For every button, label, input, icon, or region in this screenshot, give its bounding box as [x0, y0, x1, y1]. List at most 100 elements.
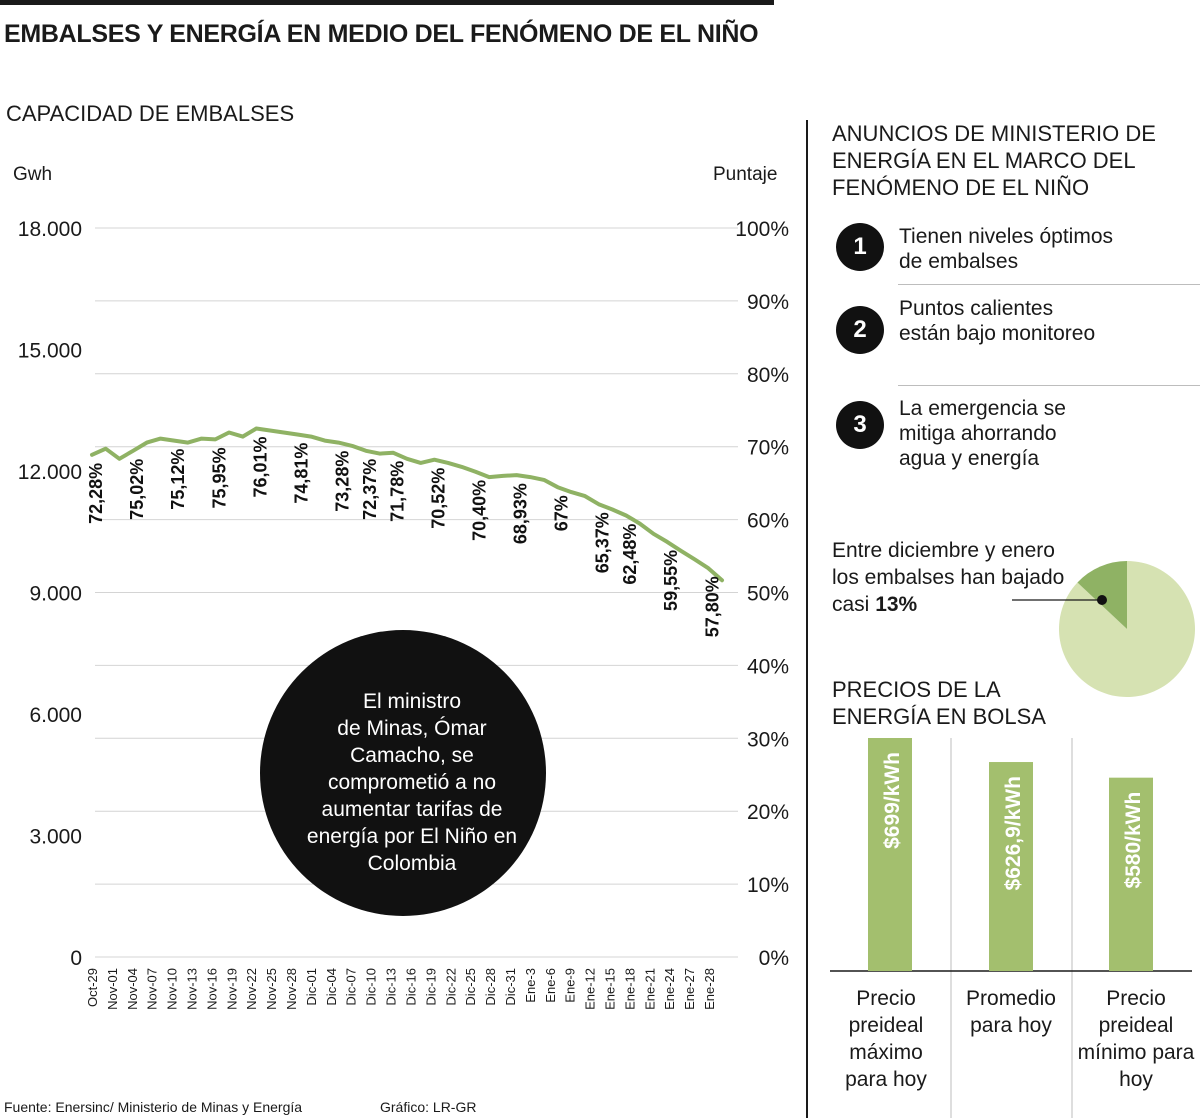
x-tick-label: Nov-16: [204, 968, 219, 1010]
x-tick-label: Nov-19: [224, 968, 239, 1010]
pie-chart: [1012, 561, 1195, 698]
price-bar-label: $626,9/kWh: [1002, 776, 1025, 890]
y-tick-right: 40%: [747, 655, 789, 678]
percent-label: 70,52%: [428, 468, 448, 529]
page-title: EMBALSES Y ENERGÍA EN MEDIO DEL FENÓMENO…: [4, 20, 759, 48]
pie-slice-rest: [1058, 561, 1195, 698]
callout-circle: El ministro de Minas, Ómar Camacho, se comp…: [260, 630, 546, 916]
percent-label: 70,40%: [469, 480, 489, 541]
price-bar: [868, 738, 912, 971]
price-category-2: Promedio para hoy: [966, 987, 1056, 1037]
percent-label: 76,01%: [250, 436, 270, 497]
line-series: [90, 426, 724, 583]
callout-text: de Minas, Ómar: [337, 717, 486, 740]
source-note: Fuente: Enersinc/ Ministerio de Minas y …: [4, 1099, 302, 1115]
y-tick-right: 20%: [747, 801, 789, 824]
y-tick-right: 70%: [747, 437, 789, 460]
callout-circle-shape: [260, 630, 546, 916]
x-tick-label: Ene-28: [702, 968, 717, 1010]
percent-label: 75,12%: [168, 449, 188, 510]
pie-note-text: Entre diciembre y enero los embalses han…: [832, 539, 1065, 616]
x-tick-label: Ene-6: [543, 968, 558, 1003]
x-tick-label: Dic-13: [384, 968, 399, 1006]
percent-label: 71,78%: [387, 461, 407, 522]
y-tick-left: 6.000: [29, 704, 82, 727]
y-tick-left: 3.000: [29, 826, 82, 849]
y-tick-right: 100%: [735, 218, 789, 241]
percent-label: 59,55%: [661, 550, 681, 611]
price-bar: [989, 762, 1033, 971]
announcements-title: ANUNCIOS DE MINISTERIO DE ENERGÍA EN EL …: [832, 121, 1156, 200]
prices-title: PRECIOS DE LA ENERGÍA EN BOLSA: [832, 677, 1046, 729]
x-tick-label: Nov-25: [264, 968, 279, 1010]
percent-label: 67%: [552, 495, 572, 531]
percent-label: 74,81%: [291, 443, 311, 504]
x-tick-label: Dic-28: [483, 968, 498, 1006]
x-tick-label: Ene-27: [682, 968, 697, 1010]
price-category-3: Precio preideal mínimo para hoy: [1077, 987, 1195, 1091]
percent-label: 72,37%: [360, 459, 380, 520]
announcement-text: Puntos calientes están bajo monitoreo: [899, 297, 1096, 345]
callout-text: aumentar tarifas de: [322, 798, 503, 821]
y-tick-right: 90%: [747, 291, 789, 314]
price-bars: $699/kWh $626,9/kWh $580/kWh: [830, 738, 1192, 1118]
y-tick-right: 30%: [747, 728, 789, 751]
y-tick-right: 60%: [747, 510, 789, 533]
x-tick-label: Nov-01: [105, 968, 120, 1010]
price-bar: [1109, 777, 1153, 971]
pie-note: Entre diciembre y enero los embalses han…: [832, 537, 1072, 618]
footer: Fuente: Enersinc/ Ministerio de Minas y …: [4, 1099, 476, 1115]
x-tick-label: Ene-3: [523, 968, 538, 1003]
chart-title: CAPACIDAD DE EMBALSES: [6, 101, 295, 126]
pie-slice-drop: [1077, 561, 1127, 629]
separator: [898, 284, 1200, 285]
x-tick-label: Nov-07: [145, 968, 160, 1010]
x-tick-label: Nov-04: [125, 968, 140, 1010]
announcement-item: 1 Tienen niveles óptimos de embalses: [836, 218, 1196, 278]
section-divider: [806, 120, 808, 1118]
announcement-item: 2 Puntos calientes están bajo monitoreo: [836, 296, 1196, 356]
x-tick-label: Dic-16: [403, 968, 418, 1006]
price-bar-label: $580/kWh: [1122, 792, 1145, 889]
price-bar-label: $699/kWh: [881, 752, 904, 849]
announcement-text: La emergencia se mitiga ahorrando agua y…: [899, 397, 1066, 470]
percent-label: 72,28%: [86, 463, 106, 524]
percent-annotations: 72,28% 75,02% 75,12% 75,95% 76,01% 74,81% 73,2…: [86, 436, 722, 637]
x-tick-label: Dic-19: [423, 968, 438, 1006]
callout-text: Colombia: [368, 852, 457, 875]
x-tick-label: Dic-10: [364, 968, 379, 1006]
percent-label: 75,95%: [209, 447, 229, 508]
y-tick-right: 0%: [759, 947, 789, 970]
separator: [898, 385, 1200, 386]
y-tick-right: 50%: [747, 583, 789, 606]
callout-text: El ministro: [363, 690, 461, 713]
x-tick-label: Ene-12: [583, 968, 598, 1010]
x-tick-label: Ene-15: [602, 968, 617, 1010]
percent-label: 75,02%: [127, 459, 147, 520]
y-tick-left: 9.000: [29, 583, 82, 606]
y-tick-right: 80%: [747, 364, 789, 387]
x-tick-label: Ene-24: [662, 968, 677, 1010]
y-tick-left: 12.000: [18, 461, 82, 484]
callout-text: comprometió a no: [328, 771, 496, 794]
announcement-text: Tienen niveles óptimos de embalses: [899, 225, 1113, 273]
x-tick-label: Nov-28: [284, 968, 299, 1010]
percent-label: 62,48%: [620, 524, 640, 585]
x-tick-label: Dic-07: [344, 968, 359, 1006]
y-tick-left: 0: [70, 947, 82, 970]
x-tick-label: Dic-25: [463, 968, 478, 1006]
credit-note: Gráfico: LR-GR: [380, 1099, 476, 1115]
x-tick-label: Dic-04: [324, 968, 339, 1006]
right-axis-ticks: 100% 90% 80% 70% 60% 50% 40% 30% 20% 10% 0%: [735, 218, 789, 970]
pie-note-highlight: 13%: [875, 593, 918, 616]
x-tick-label: Ene-18: [622, 968, 637, 1010]
y-tick-left: 15.000: [18, 340, 82, 363]
number-badge: 1: [836, 223, 884, 271]
x-tick-label: Nov-13: [185, 968, 200, 1010]
percent-label: 65,37%: [593, 512, 613, 573]
percent-label: 57,80%: [702, 576, 722, 637]
percent-label: 73,28%: [333, 451, 353, 512]
series-line: [90, 426, 724, 583]
percent-label: 68,93%: [511, 483, 531, 544]
